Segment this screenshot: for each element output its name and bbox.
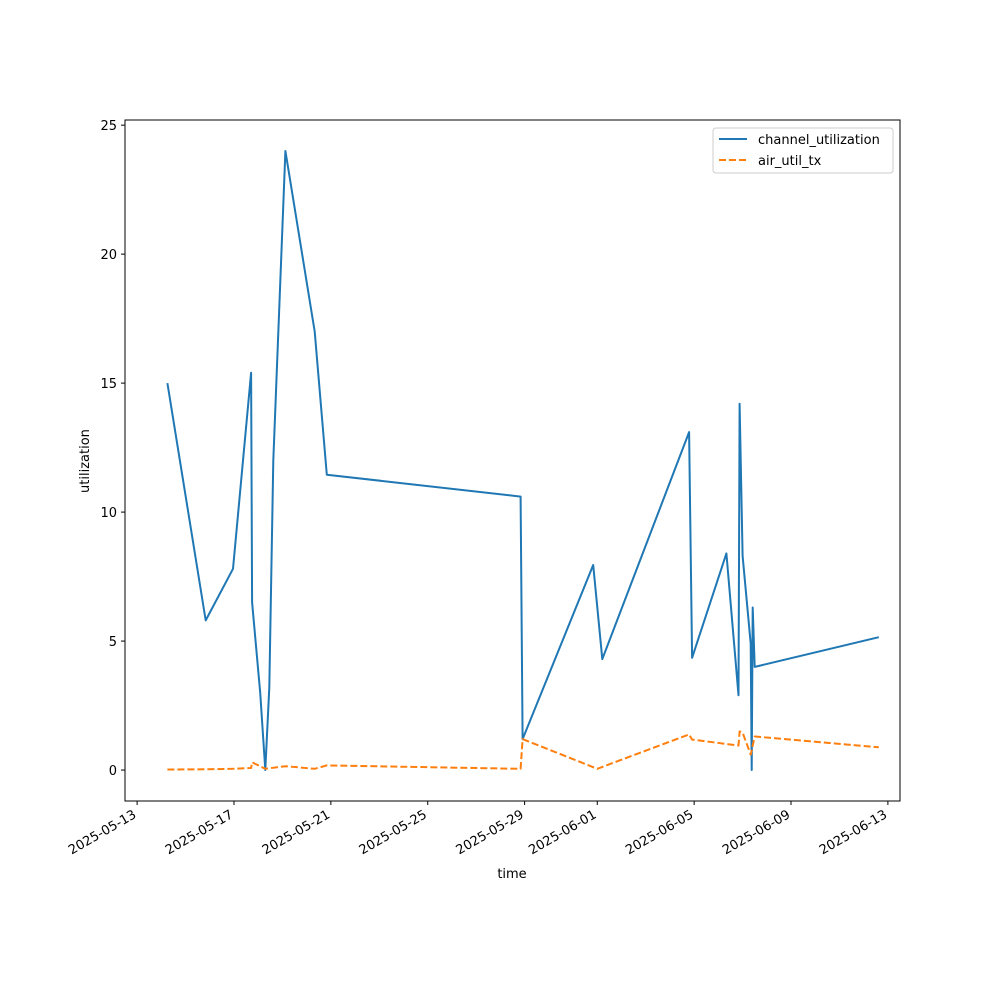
y-axis-label: utilization: [78, 429, 93, 493]
y-tick-label: 10: [100, 506, 117, 521]
legend-label-channel-utilization: channel_utilization: [758, 133, 880, 148]
y-tick-label: 20: [100, 248, 117, 263]
x-axis-label: time: [497, 867, 526, 882]
legend-box: [712, 127, 894, 174]
y-tick-label: 25: [100, 119, 117, 134]
series-line-air-util-tx: [167, 730, 879, 771]
legend-label-air-util-tx: air_util_tx: [758, 154, 822, 169]
series-layer: [166, 150, 880, 771]
y-tick-label: 15: [100, 377, 117, 392]
y-tick-label: 5: [109, 635, 117, 650]
plot-frame: [124, 119, 901, 802]
y-axis: 0 5 10 15 20 25: [100, 119, 125, 779]
y-tick-label: 0: [109, 764, 117, 779]
legend: channel_utilization air_util_tx: [712, 127, 894, 174]
